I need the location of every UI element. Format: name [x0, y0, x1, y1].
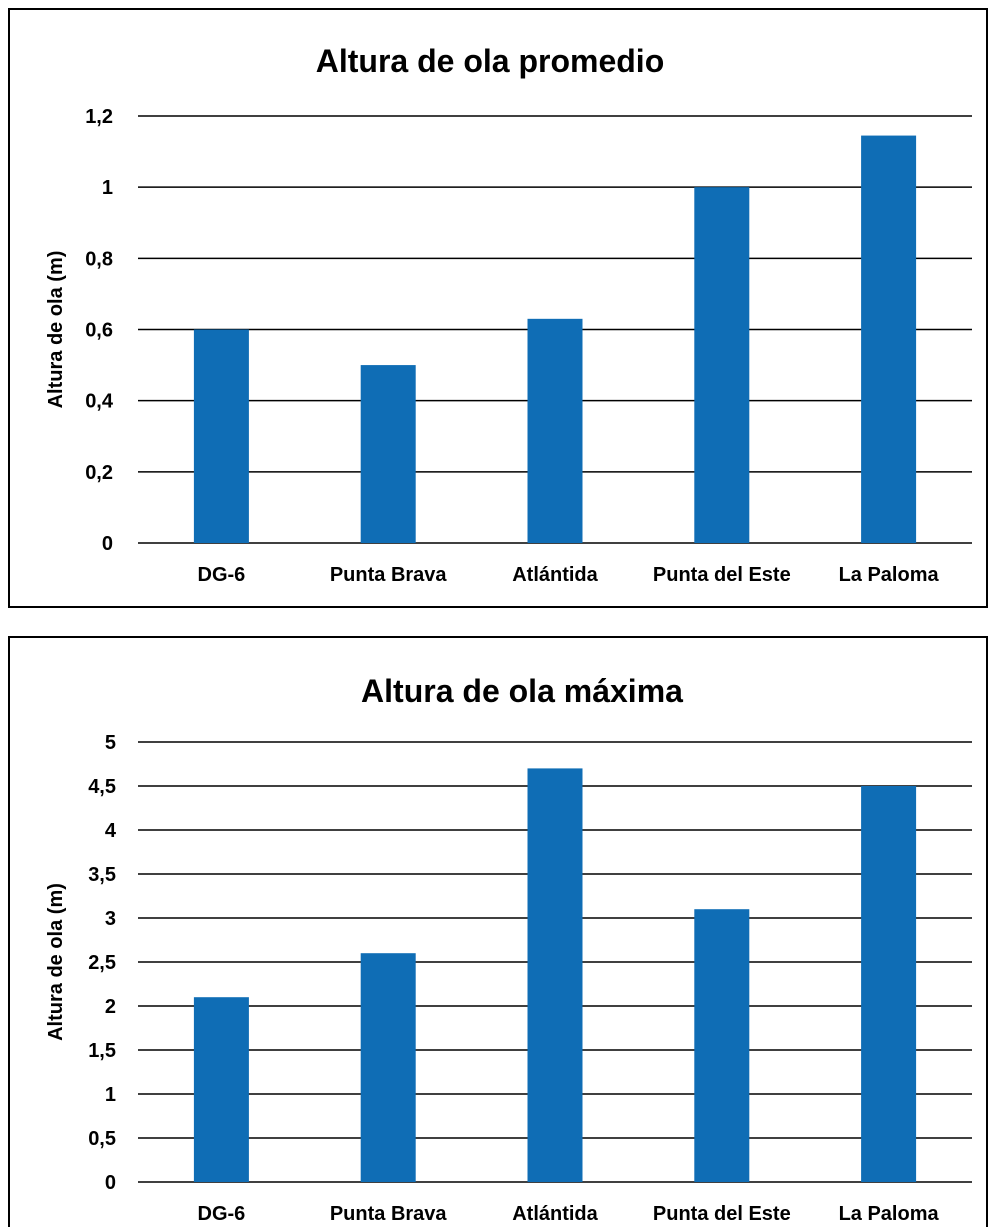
y-tick-label: 0,2 [85, 462, 113, 484]
y-tick-label: 0,4 [85, 391, 114, 413]
y-tick-label: 4,5 [88, 776, 116, 798]
bar [360, 953, 416, 1182]
y-tick-label: 3,5 [88, 864, 116, 886]
x-category-label: DG-6 [198, 1203, 246, 1225]
y-tick-label: 5 [105, 732, 116, 754]
chart-title: Altura de ola promedio [316, 43, 664, 79]
y-tick-label: 1,2 [85, 106, 113, 128]
x-category-label: La Paloma [839, 564, 940, 586]
bar [527, 318, 583, 543]
bar [193, 997, 249, 1182]
chart-panel-max-wave-height: Altura de ola máxima Altura de ola (m) 0 0,… [8, 636, 988, 1227]
bar-chart-average: Altura de ola promedio Altura de ola (m) 0… [45, 43, 972, 586]
bar [360, 365, 416, 543]
y-tick-label: 0,8 [85, 248, 113, 270]
bar [861, 786, 917, 1182]
y-tick-label: 0 [102, 533, 113, 555]
x-category-label: Punta del Este [653, 1203, 791, 1225]
x-category-label: Punta del Este [653, 564, 791, 586]
x-category-label: Atlántida [512, 564, 598, 586]
bar [694, 909, 750, 1182]
x-category-label: Punta Brava [330, 564, 448, 586]
y-tick-label: 0 [105, 1172, 116, 1194]
y-tick-label: 4 [105, 820, 117, 842]
x-category-label: Punta Brava [330, 1203, 448, 1225]
y-tick-label: 1 [102, 177, 113, 199]
chart-panel-average-wave-height: Altura de ola promedio Altura de ola (m) 0… [8, 8, 988, 608]
x-category-label: Atlántida [512, 1203, 598, 1225]
bar [694, 187, 750, 543]
x-category-label: La Paloma [839, 1203, 940, 1225]
y-tick-label: 0,6 [85, 320, 113, 342]
x-category-label: DG-6 [198, 564, 246, 586]
chart-title: Altura de ola máxima [361, 673, 683, 709]
y-axis-label: Altura de ola (m) [45, 883, 67, 1041]
y-tick-label: 1 [105, 1084, 116, 1106]
y-tick-label: 1,5 [88, 1040, 116, 1062]
bar [193, 329, 249, 543]
bar-chart-maximum: Altura de ola máxima Altura de ola (m) 0 0,… [45, 673, 972, 1225]
bar [527, 768, 583, 1182]
y-tick-label: 2,5 [88, 952, 116, 974]
y-tick-label: 0,5 [88, 1128, 116, 1150]
y-tick-label: 3 [105, 908, 116, 930]
y-axis-label: Altura de ola (m) [45, 251, 67, 409]
bar [861, 135, 917, 543]
y-tick-label: 2 [105, 996, 116, 1018]
